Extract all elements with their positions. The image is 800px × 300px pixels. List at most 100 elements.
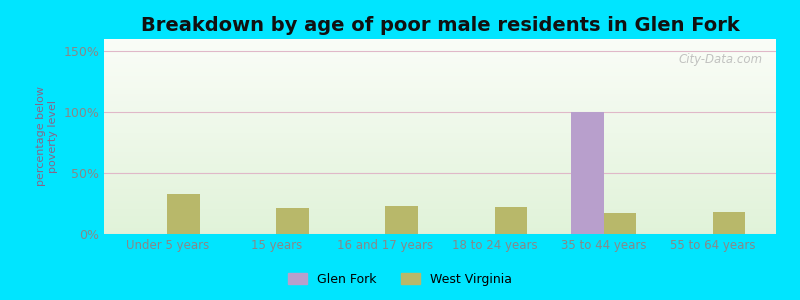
Bar bbox=[104, 176, 776, 178]
Bar bbox=[104, 117, 776, 119]
Bar bbox=[104, 166, 776, 168]
Bar bbox=[104, 111, 776, 113]
Bar bbox=[104, 45, 776, 47]
Bar bbox=[104, 109, 776, 111]
Bar bbox=[713, 212, 746, 234]
Bar bbox=[104, 43, 776, 45]
Bar bbox=[104, 70, 776, 72]
Bar bbox=[104, 148, 776, 150]
Bar bbox=[104, 82, 776, 84]
Bar bbox=[104, 187, 776, 189]
Bar bbox=[104, 123, 776, 125]
Bar bbox=[167, 194, 200, 234]
Bar bbox=[104, 62, 776, 64]
Bar bbox=[104, 76, 776, 78]
Bar bbox=[104, 181, 776, 183]
Bar bbox=[104, 220, 776, 222]
Bar bbox=[104, 55, 776, 56]
Bar bbox=[104, 129, 776, 131]
Bar bbox=[104, 80, 776, 82]
Y-axis label: percentage below
poverty level: percentage below poverty level bbox=[36, 86, 58, 187]
Bar bbox=[104, 133, 776, 134]
Bar bbox=[104, 144, 776, 146]
Bar bbox=[104, 113, 776, 115]
Bar bbox=[104, 95, 776, 98]
Bar bbox=[494, 207, 527, 234]
Bar bbox=[104, 56, 776, 58]
Bar bbox=[604, 213, 636, 234]
Bar bbox=[104, 115, 776, 117]
Bar bbox=[104, 51, 776, 52]
Bar bbox=[104, 189, 776, 191]
Bar bbox=[104, 191, 776, 193]
Bar bbox=[104, 214, 776, 217]
Bar bbox=[104, 88, 776, 90]
Bar bbox=[104, 164, 776, 166]
Bar bbox=[104, 121, 776, 123]
Bar bbox=[104, 178, 776, 179]
Bar bbox=[104, 232, 776, 234]
Bar bbox=[104, 160, 776, 162]
Bar bbox=[104, 125, 776, 127]
Bar bbox=[104, 222, 776, 224]
Bar bbox=[104, 203, 776, 205]
Bar bbox=[104, 94, 776, 95]
Bar bbox=[104, 173, 776, 175]
Bar bbox=[104, 84, 776, 86]
Bar bbox=[276, 208, 309, 234]
Bar bbox=[104, 90, 776, 92]
Bar bbox=[104, 158, 776, 160]
Bar bbox=[104, 100, 776, 101]
Bar bbox=[104, 49, 776, 51]
Bar bbox=[104, 154, 776, 156]
Bar bbox=[104, 131, 776, 133]
Bar bbox=[104, 146, 776, 148]
Bar bbox=[571, 112, 604, 234]
Bar bbox=[104, 39, 776, 41]
Bar bbox=[104, 172, 776, 173]
Bar bbox=[104, 68, 776, 70]
Bar bbox=[104, 156, 776, 158]
Bar bbox=[104, 78, 776, 80]
Bar bbox=[104, 168, 776, 170]
Bar bbox=[104, 72, 776, 74]
Bar bbox=[104, 212, 776, 214]
Bar bbox=[104, 197, 776, 199]
Bar bbox=[104, 47, 776, 49]
Bar bbox=[104, 218, 776, 220]
Bar bbox=[104, 136, 776, 138]
Bar bbox=[104, 140, 776, 142]
Bar bbox=[104, 58, 776, 60]
Bar bbox=[104, 211, 776, 212]
Bar bbox=[104, 217, 776, 218]
Bar bbox=[104, 74, 776, 76]
Bar bbox=[104, 150, 776, 152]
Bar bbox=[104, 207, 776, 209]
Bar bbox=[104, 162, 776, 164]
Bar bbox=[104, 41, 776, 43]
Bar bbox=[104, 152, 776, 154]
Bar bbox=[104, 179, 776, 181]
Bar bbox=[104, 60, 776, 62]
Bar bbox=[104, 224, 776, 226]
Bar bbox=[104, 193, 776, 195]
Bar bbox=[104, 53, 776, 55]
Bar bbox=[104, 86, 776, 88]
Bar bbox=[104, 142, 776, 144]
Bar bbox=[104, 101, 776, 103]
Bar bbox=[104, 170, 776, 172]
Bar bbox=[104, 209, 776, 211]
Legend: Glen Fork, West Virginia: Glen Fork, West Virginia bbox=[283, 268, 517, 291]
Text: City-Data.com: City-Data.com bbox=[678, 52, 762, 66]
Bar bbox=[104, 230, 776, 232]
Bar bbox=[104, 66, 776, 68]
Bar bbox=[104, 127, 776, 129]
Bar bbox=[104, 195, 776, 197]
Bar bbox=[386, 206, 418, 234]
Bar bbox=[104, 64, 776, 66]
Bar bbox=[104, 134, 776, 136]
Bar bbox=[104, 103, 776, 105]
Bar bbox=[104, 205, 776, 207]
Bar bbox=[104, 199, 776, 201]
Bar bbox=[104, 185, 776, 187]
